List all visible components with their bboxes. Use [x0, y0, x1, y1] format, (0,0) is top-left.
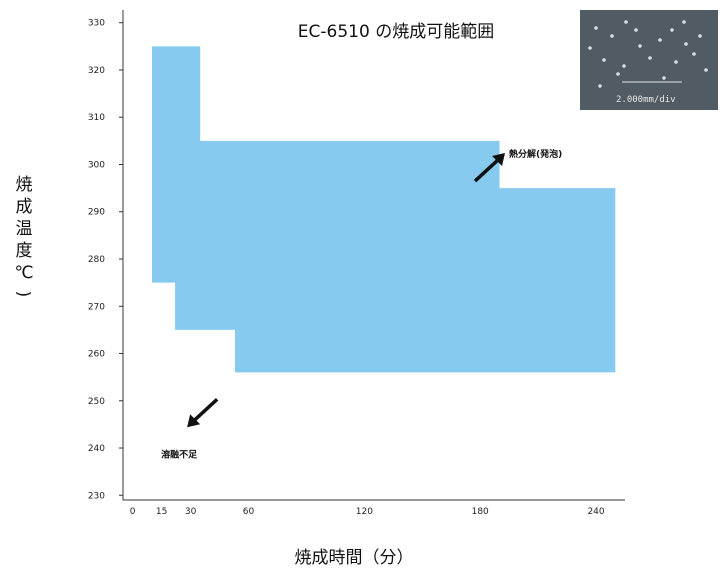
x-tick-label: 15	[156, 507, 167, 517]
y-tick-label: 280	[88, 255, 105, 265]
inset-dot	[698, 34, 702, 38]
x-tick-label: 0	[130, 507, 136, 517]
y-axis-label-char: )	[13, 291, 33, 298]
inset-dot	[594, 26, 598, 30]
y-tick-label: 230	[88, 491, 105, 501]
y-axis-label-char: ℃	[14, 263, 33, 283]
inset-scale-label: 2.000mm/div	[616, 95, 676, 105]
inset-dot	[692, 52, 696, 56]
annotation-thermal-decomposition: 熱分解(発泡)	[509, 148, 562, 160]
x-tick-label: 120	[356, 507, 373, 517]
y-tick-label: 250	[88, 397, 105, 407]
annotation-insufficient-melting: 溶融不足	[161, 448, 198, 460]
annotation-layer: 熱分解(発泡) 溶融不足	[161, 148, 562, 460]
y-axis-label-char: 焼	[16, 175, 33, 195]
inset-dot	[602, 58, 606, 62]
inset-dot	[704, 68, 708, 72]
inset-dot	[648, 56, 652, 60]
y-axis-label-char: 温	[16, 219, 33, 239]
inset-dot	[662, 76, 666, 80]
y-tick-label: 260	[88, 350, 105, 360]
x-axis-label: 焼成時間（分）	[295, 548, 414, 568]
chart-title: EC-6510 の焼成可能範囲	[298, 22, 494, 42]
y-tick-label: 300	[88, 160, 105, 170]
y-tick-label: 270	[88, 302, 105, 312]
y-axis-label-char: 度	[16, 241, 33, 261]
inset-dot	[658, 38, 662, 42]
y-tick-label: 330	[88, 19, 105, 29]
x-tick-label: 60	[243, 507, 255, 517]
y-tick-label: 290	[88, 208, 105, 218]
inset-dot	[674, 60, 678, 64]
arrow-up-right-icon	[492, 153, 506, 167]
feasible-region	[152, 46, 616, 373]
inset-dot	[598, 84, 602, 88]
inset-dot	[634, 28, 638, 32]
y-tick-label: 320	[88, 66, 105, 76]
inset-dot	[670, 28, 674, 32]
arrow-shaft	[473, 156, 502, 183]
x-tick-label: 30	[185, 507, 197, 517]
arrow-shaft	[190, 398, 219, 424]
inset-dot	[616, 72, 620, 76]
axis-layer	[122, 10, 625, 501]
y-tick-label: 240	[88, 444, 105, 454]
inset-dot	[682, 20, 686, 24]
x-tick-label: 180	[472, 507, 489, 517]
inset-dot	[624, 20, 628, 24]
x-tick-label: 240	[587, 507, 604, 517]
plot-region-layer	[152, 46, 616, 373]
arrow-down-left-icon	[187, 414, 201, 428]
inset-dots	[588, 20, 708, 88]
inset-dot	[684, 42, 688, 46]
tick-layer: 230 240 250 260 270 280 290 300 310 320 330 0 15 30 60…	[88, 19, 605, 517]
inset-dot	[610, 34, 614, 38]
inset-photo: 2.000mm/div	[580, 10, 718, 110]
inset-dot	[622, 64, 626, 68]
y-axis-label-char: 成	[16, 197, 33, 217]
y-tick-label: 310	[88, 113, 105, 123]
inset-dot	[588, 46, 592, 50]
inset-dot	[638, 44, 642, 48]
